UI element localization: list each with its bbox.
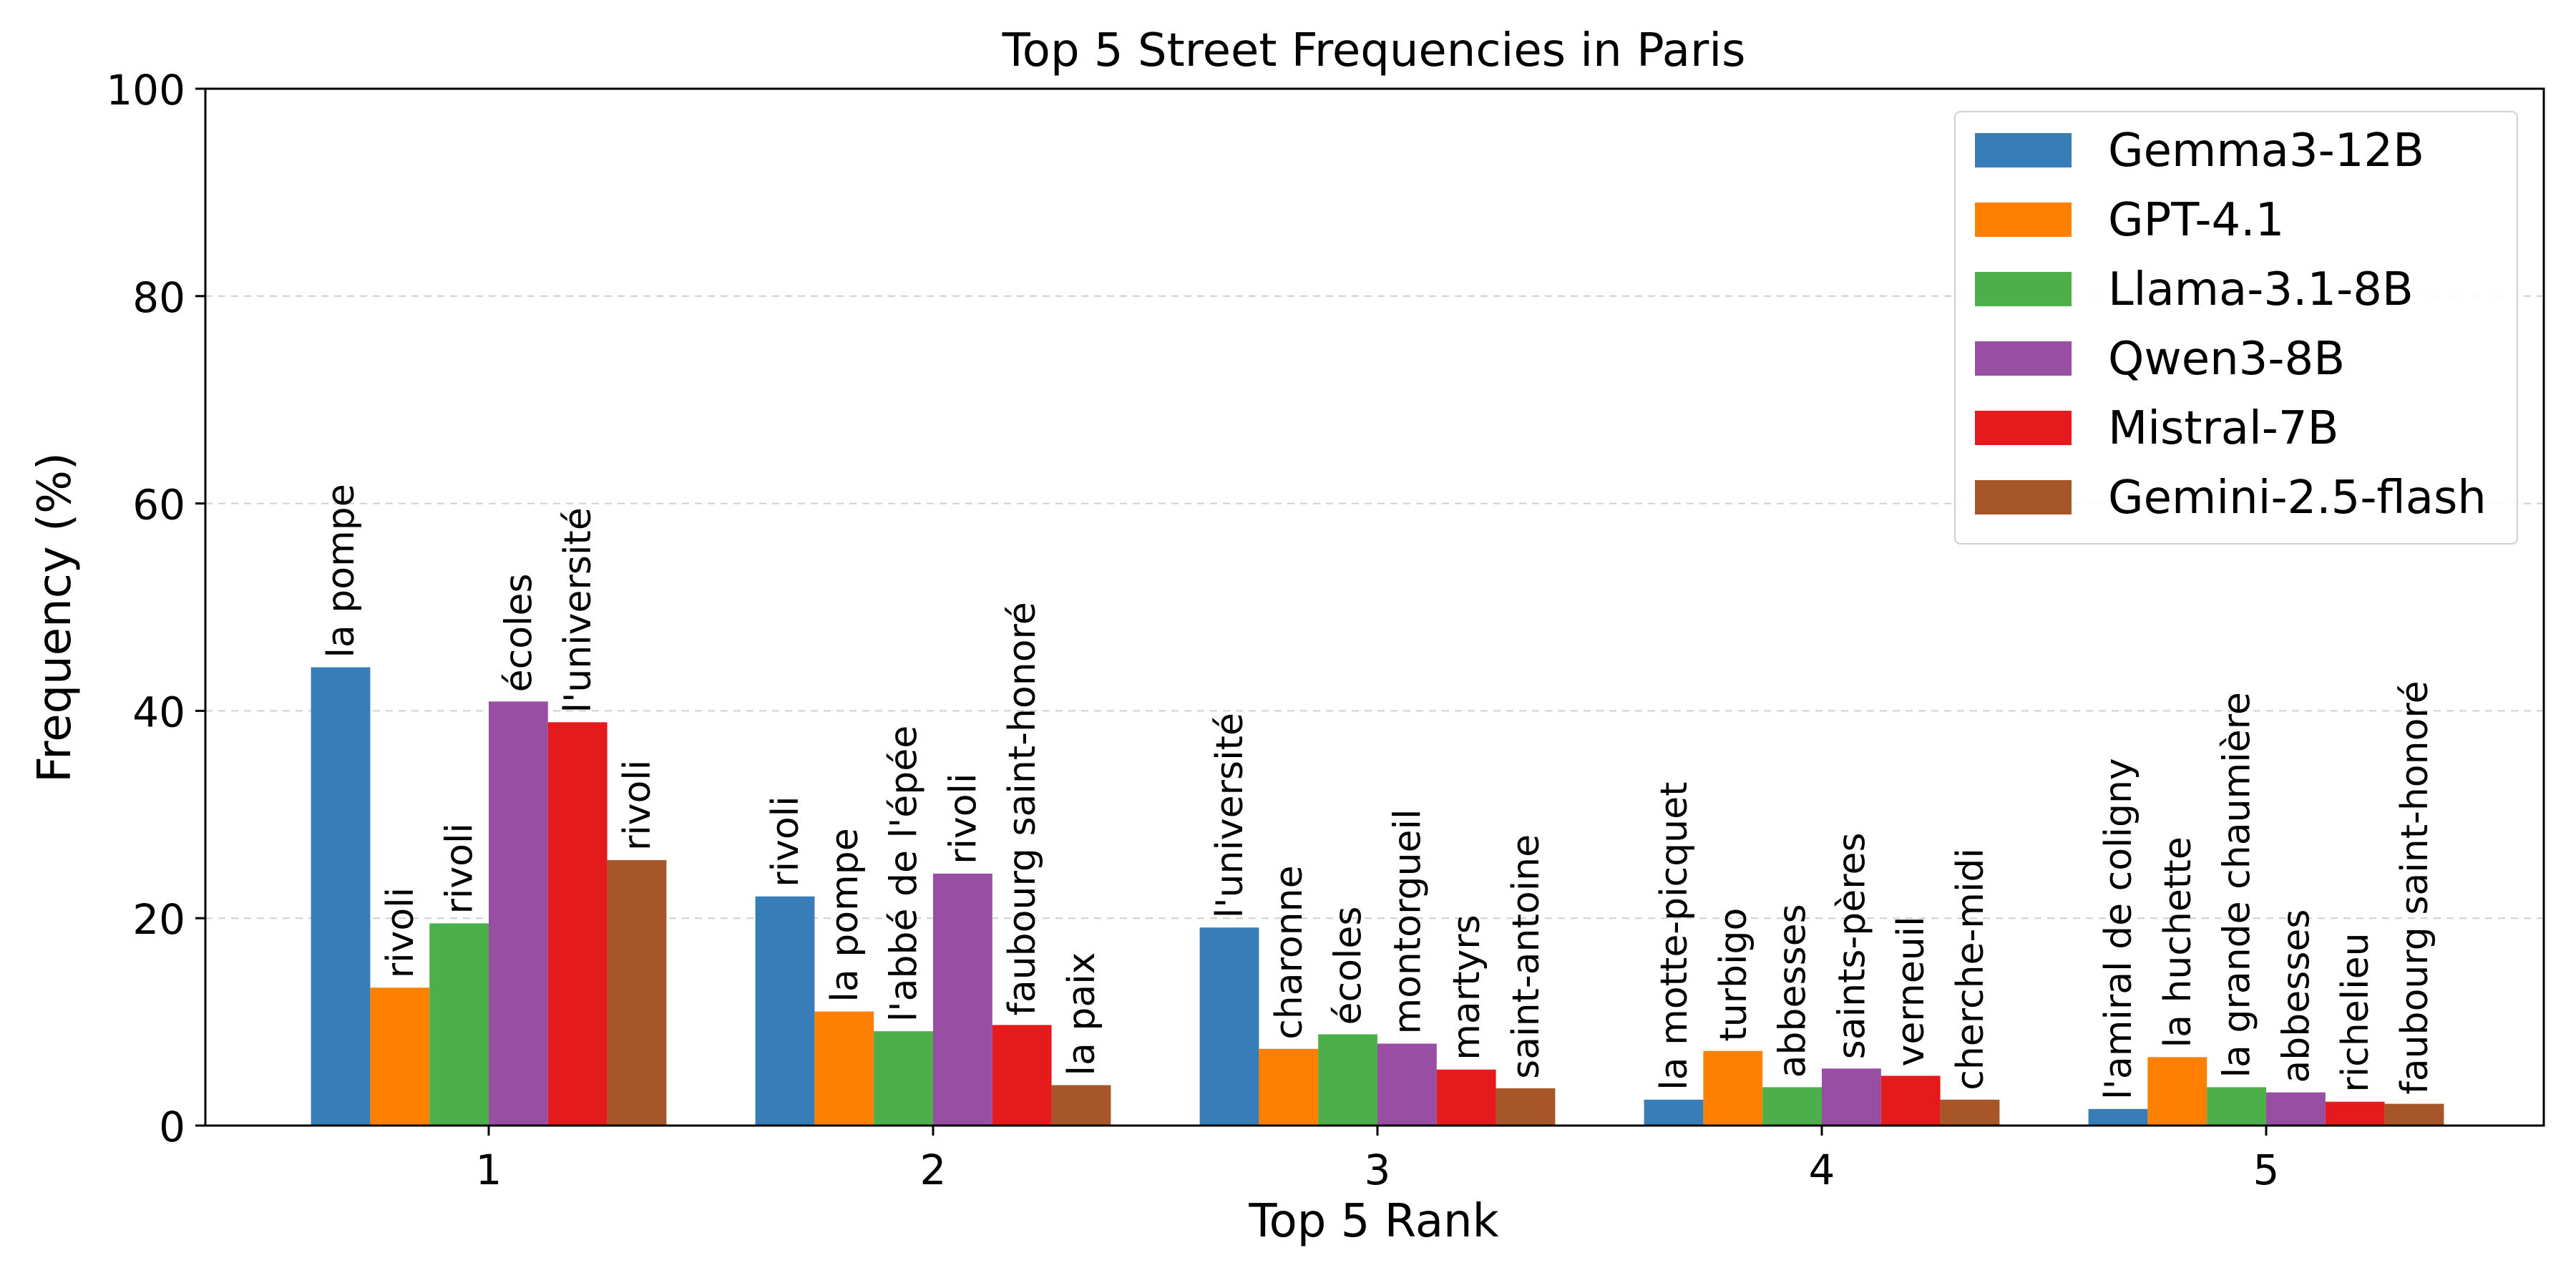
bar-gpt-4-1-rank-2 — [814, 1011, 874, 1126]
y-tick-label: 60 — [132, 481, 185, 530]
bar-data-label: la grande chaumière — [2216, 692, 2259, 1078]
bar-data-label: la pompe — [320, 484, 363, 658]
legend: Gemma3-12B GPT-4.1 Llama-3.1-8B Qwen3-8B Mis… — [1954, 111, 2518, 545]
bar-gpt-4-1-rank-3 — [1259, 1048, 1319, 1126]
bar-llama-3-1-8b-rank-4 — [1762, 1087, 1822, 1126]
x-axis-label: Top 5 Rank — [1248, 1195, 1498, 1248]
bar-data-label: la paix — [1060, 952, 1103, 1076]
bar-qwen3-8b-rank-4 — [1822, 1068, 1881, 1126]
bar-data-label: rivoli — [942, 774, 985, 864]
legend-swatch — [1975, 480, 2072, 514]
bar-data-label: saints-pères — [1830, 832, 1873, 1059]
bar-qwen3-8b-rank-1 — [489, 701, 548, 1126]
bar-data-label: abbesses — [1772, 904, 1815, 1078]
bar-gemma3-12b-rank-1 — [311, 667, 371, 1126]
chart-title: Top 5 Street Frequencies in Paris — [1002, 24, 1746, 77]
y-axis-label: Frequency (%) — [29, 452, 82, 783]
x-tick-label: 4 — [1809, 1146, 1835, 1194]
bar-data-label: martyrs — [1445, 914, 1488, 1060]
legend-item-label: Mistral-7B — [2108, 402, 2338, 455]
legend-item-label: Gemini-2.5-flash — [2108, 472, 2487, 525]
bar-gemma3-12b-rank-3 — [1199, 927, 1259, 1126]
x-tick-label: 5 — [2253, 1146, 2280, 1194]
bar-gemini-2-5-flash-rank-1 — [607, 860, 667, 1126]
bar-mistral-7b-rank-2 — [992, 1025, 1052, 1126]
legend-swatch — [1975, 133, 2072, 167]
bar-gemini-2-5-flash-rank-4 — [1940, 1099, 2000, 1126]
bar-data-label: faubourg saint-honoré — [1001, 602, 1044, 1015]
bar-gpt-4-1-rank-1 — [370, 987, 430, 1126]
legend-item-label: GPT-4.1 — [2108, 194, 2284, 247]
bar-data-label: verneuil — [1890, 916, 1933, 1066]
bar-data-label: rivoli — [379, 887, 422, 978]
bar-data-label: l'université — [1209, 713, 1252, 918]
bar-qwen3-8b-rank-5 — [2266, 1092, 2326, 1126]
bar-mistral-7b-rank-1 — [547, 722, 608, 1126]
bar-data-label: saint-antoine — [1505, 834, 1548, 1079]
legend-swatch — [1975, 203, 2072, 237]
bar-data-label: faubourg saint-honoré — [2394, 680, 2436, 1094]
bar-mistral-7b-rank-5 — [2325, 1101, 2385, 1126]
bar-data-label: l'abbé de l'épée — [883, 726, 926, 1022]
bar-data-label: rivoli — [764, 796, 807, 887]
bar-data-label: rivoli — [616, 760, 659, 851]
bar-gemini-2-5-flash-rank-5 — [2384, 1103, 2444, 1126]
bar-gemini-2-5-flash-rank-3 — [1496, 1088, 1556, 1126]
bar-gpt-4-1-rank-5 — [2147, 1057, 2207, 1126]
legend-swatch — [1975, 341, 2072, 376]
bar-gpt-4-1-rank-4 — [1703, 1050, 1763, 1126]
legend-swatch — [1975, 272, 2072, 306]
legend-item-label: Gemma3-12B — [2108, 125, 2424, 177]
bar-gemma3-12b-rank-2 — [755, 896, 815, 1126]
bar-data-label: montorgueil — [1386, 809, 1429, 1035]
bar-qwen3-8b-rank-3 — [1377, 1043, 1437, 1126]
bar-llama-3-1-8b-rank-3 — [1318, 1034, 1377, 1126]
y-tick-label: 0 — [159, 1103, 185, 1151]
x-tick-label: 1 — [476, 1146, 502, 1194]
bar-label-layer: la pompe rivoli rivoli écoles l'université ri… — [320, 484, 2436, 1100]
bar-mistral-7b-rank-3 — [1436, 1069, 1496, 1126]
axes-layer — [204, 87, 2545, 1127]
x-tick-label: 3 — [1365, 1146, 1391, 1194]
ticks-layer: 0 20 40 60 80 100 1 2 3 4 5 — [106, 66, 2279, 1194]
bar-data-label: écoles — [1327, 907, 1370, 1025]
bar-data-label: écoles — [497, 573, 540, 692]
legend-swatch — [1975, 411, 2072, 445]
bar-data-label: cherche-midi — [1949, 848, 1992, 1091]
bar-gemini-2-5-flash-rank-2 — [1051, 1085, 1111, 1126]
bar-gemma3-12b-rank-4 — [1644, 1099, 1704, 1126]
bar-mistral-7b-rank-4 — [1880, 1075, 1941, 1126]
bar-gemma3-12b-rank-5 — [2088, 1108, 2148, 1126]
bar-data-label: charonne — [1268, 865, 1311, 1039]
x-tick-label: 2 — [920, 1146, 947, 1194]
plot-area-frame — [204, 87, 2545, 1127]
bar-data-label: l'université — [557, 507, 600, 713]
bar-data-label: l'amiral de coligny — [2097, 758, 2140, 1100]
bars-layer — [311, 667, 2444, 1126]
y-tick-label: 100 — [106, 66, 185, 114]
bar-data-label: turbigo — [1712, 908, 1755, 1042]
bar-llama-3-1-8b-rank-5 — [2207, 1087, 2266, 1126]
bar-data-label: la pompe — [824, 828, 867, 1002]
bar-data-label: la huchette — [2157, 836, 2200, 1048]
bar-llama-3-1-8b-rank-1 — [429, 923, 489, 1126]
bar-qwen3-8b-rank-2 — [933, 873, 992, 1126]
legend-item-label: Llama-3.1-8B — [2108, 263, 2414, 316]
bar-data-label: abbesses — [2275, 909, 2318, 1083]
y-tick-label: 40 — [132, 688, 185, 736]
y-tick-label: 20 — [132, 895, 185, 944]
bar-data-label: rivoli — [439, 823, 482, 914]
legend-item-label: Qwen3-8B — [2108, 333, 2345, 386]
bar-data-label: la motte-picquet — [1653, 782, 1696, 1091]
bar-data-label: richelieu — [2334, 932, 2377, 1092]
y-tick-label: 80 — [132, 273, 185, 322]
bar-llama-3-1-8b-rank-2 — [874, 1031, 933, 1126]
legend-box — [1954, 111, 2518, 545]
